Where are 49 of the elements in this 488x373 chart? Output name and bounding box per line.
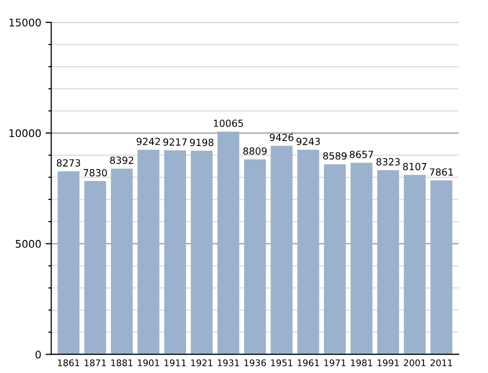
y-tick-label: 10000	[10, 129, 41, 138]
bar	[377, 170, 400, 354]
data-label: 8107	[403, 162, 426, 170]
data-label: 7861	[430, 168, 453, 176]
data-label: 8809	[243, 147, 267, 155]
bar	[164, 150, 186, 354]
y-tick-label: 0	[36, 350, 41, 358]
x-tick-label: 1921	[191, 359, 212, 366]
x-tick-label: 1871	[84, 359, 106, 366]
x-tick-label: 1981	[351, 359, 372, 366]
data-label: 8392	[110, 156, 134, 164]
x-tick-label: 1881	[111, 359, 132, 366]
data-label: 8323	[376, 158, 400, 166]
x-tick-label: 1861	[58, 359, 80, 366]
bar	[138, 150, 160, 354]
x-tick-label: 1991	[378, 359, 399, 366]
x-tick-label: 1901	[138, 359, 160, 366]
bar	[324, 164, 346, 354]
bar	[404, 174, 426, 354]
x-tick-label: 2011	[430, 359, 452, 366]
x-tick-label: 1931	[218, 359, 239, 366]
data-label: 9243	[296, 138, 320, 146]
bar	[430, 180, 452, 354]
x-tick-label: 1911	[164, 359, 186, 366]
y-tick-label: 15000	[10, 18, 41, 26]
data-label: 9426	[270, 134, 294, 142]
y-tick-label: 5000	[16, 240, 41, 248]
data-label: 9198	[190, 138, 214, 146]
x-tick-label: 1936	[244, 359, 266, 366]
bar	[217, 132, 240, 354]
data-label: 8657	[350, 150, 374, 158]
data-label: 8589	[323, 152, 347, 160]
x-tick-label: 2001	[404, 359, 426, 366]
bar	[270, 146, 293, 354]
data-label: 9217	[163, 138, 187, 146]
data-label: 7830	[84, 169, 107, 176]
x-tick-label: 1961	[298, 359, 319, 366]
bar	[297, 150, 320, 354]
bar	[244, 159, 266, 354]
bar	[190, 150, 213, 354]
x-tick-label: 1971	[324, 359, 346, 366]
x-tick-label: 1951	[271, 359, 292, 366]
bar	[110, 168, 133, 354]
data-label: 10065	[214, 120, 243, 127]
data-label: 9242	[136, 138, 160, 146]
bar	[84, 181, 106, 354]
bar	[58, 171, 80, 354]
data-label: 8273	[56, 159, 80, 167]
bar	[350, 162, 372, 354]
